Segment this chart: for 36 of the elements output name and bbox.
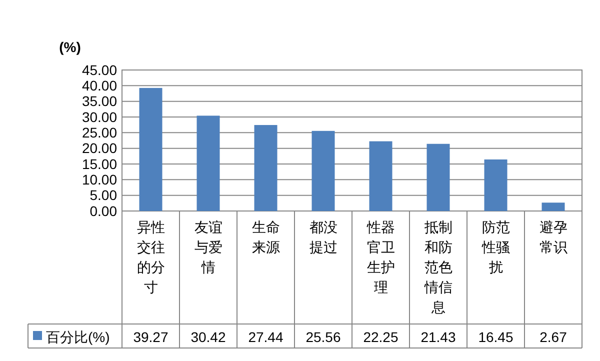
x-tick-label: 生命来源: [252, 219, 280, 255]
x-tick-label: 异性交往的分寸: [136, 219, 165, 295]
y-tick-label: 15.00: [82, 156, 118, 172]
y-tick-label: 0.00: [90, 202, 118, 219]
data-label: 25.56: [306, 329, 341, 345]
data-label: 22.25: [363, 329, 398, 345]
x-tick-label: 性器官卫生护理: [366, 219, 395, 295]
y-axis-title: (%): [59, 39, 81, 55]
bar: [312, 130, 335, 211]
x-tick-label: 避孕常识: [539, 219, 568, 255]
y-tick-label: 30.00: [82, 108, 118, 125]
data-label: 2.67: [540, 329, 568, 345]
x-tick-label: 抵制和防范色情信息: [423, 219, 452, 315]
x-tick-label: 防范性骚扰: [480, 219, 510, 275]
y-tick-label: 10.00: [82, 172, 118, 188]
legend-label: 百分比(%): [46, 329, 110, 345]
bar: [484, 159, 508, 211]
y-tick-label: 45.00: [82, 62, 118, 78]
x-tick-label: 都没提过: [309, 219, 338, 255]
y-tick-label: 25.00: [82, 124, 118, 141]
y-tick-label: 20.00: [82, 140, 118, 156]
bar: [196, 116, 220, 211]
data-label: 30.42: [190, 329, 226, 345]
bar: [426, 144, 450, 211]
bar: [369, 141, 392, 211]
y-tick-label: 40.00: [82, 78, 118, 94]
y-tick-label: 5.00: [90, 187, 118, 204]
data-label: 21.43: [420, 329, 456, 345]
bar: [139, 88, 162, 211]
bar: [254, 125, 278, 211]
x-tick-label: 友谊与爱情: [194, 219, 222, 275]
data-label: 39.27: [133, 329, 168, 345]
bar: [542, 202, 565, 211]
data-label: 16.45: [478, 329, 514, 345]
y-tick-label: 35.00: [82, 93, 118, 110]
data-label: 27.44: [248, 329, 284, 345]
